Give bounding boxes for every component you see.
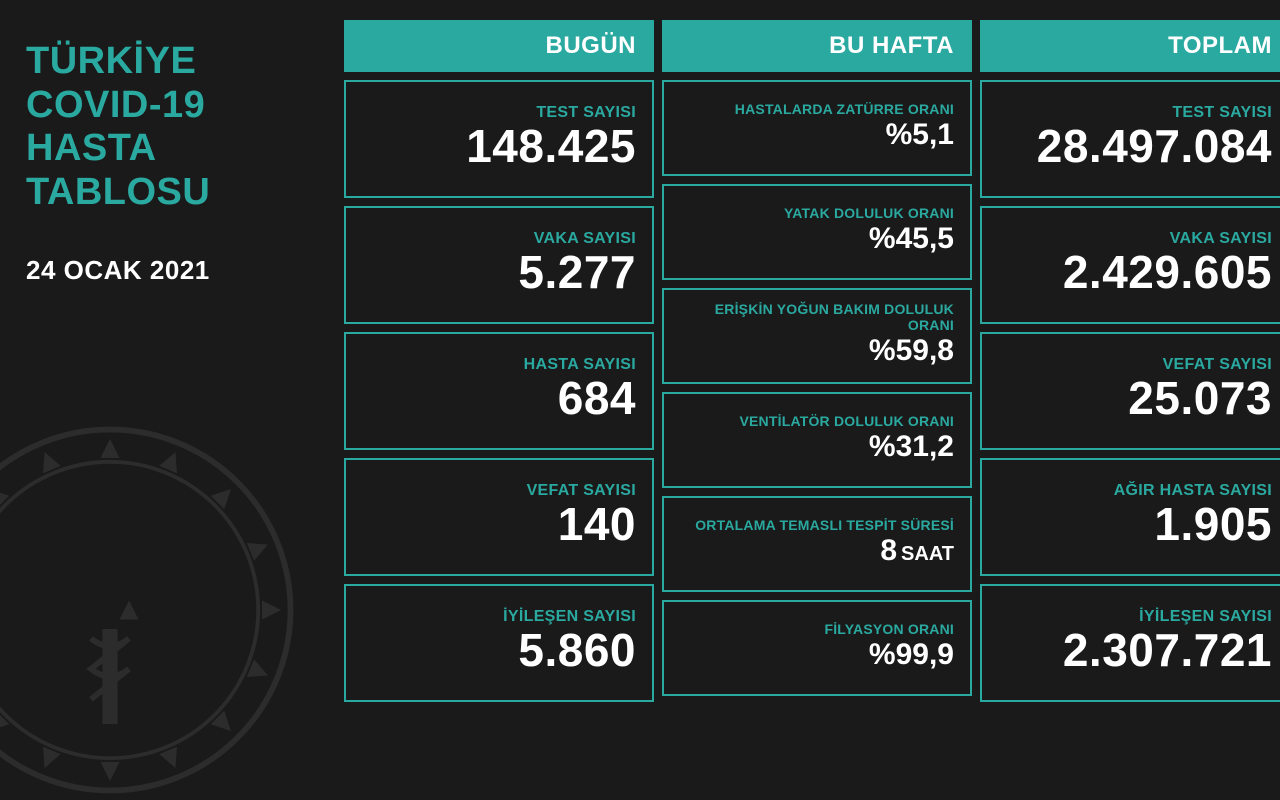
report-date: 24 OCAK 2021 (26, 255, 336, 286)
week-ventilator-cell: VENTİLATÖR DOLULUK ORANI %31,2 (662, 392, 972, 488)
total-deaths-cell: VEFAT SAYISI 25.073 (980, 332, 1280, 450)
stat-value: 684 (362, 374, 636, 422)
week-column: BU HAFTA HASTALARDA ZATÜRRE ORANI %5,1 Y… (662, 20, 972, 702)
today-deaths-cell: VEFAT SAYISI 140 (344, 458, 654, 576)
stat-value: 2.307.721 (998, 626, 1272, 674)
stat-label: HASTALARDA ZATÜRRE ORANI (680, 101, 954, 117)
today-cases-cell: VAKA SAYISI 5.277 (344, 206, 654, 324)
total-critical-cell: AĞIR HASTA SAYISI 1.905 (980, 458, 1280, 576)
today-recovered-cell: İYİLEŞEN SAYISI 5.860 (344, 584, 654, 702)
stat-value: 5.277 (362, 248, 636, 296)
today-column: BUGÜN TEST SAYISI 148.425 VAKA SAYISI 5.… (344, 20, 654, 702)
today-patients-cell: HASTA SAYISI 684 (344, 332, 654, 450)
stat-value: 148.425 (362, 122, 636, 170)
title-column: TÜRKİYE COVID-19 HASTA TABLOSU 24 OCAK 2… (16, 20, 336, 702)
stat-value: 2.429.605 (998, 248, 1272, 296)
stat-value: 5.860 (362, 626, 636, 674)
stat-value: %99,9 (680, 639, 954, 671)
title-line: TABLOSU (26, 171, 336, 215)
stat-value: 28.497.084 (998, 122, 1272, 170)
dashboard-grid: TÜRKİYE COVID-19 HASTA TABLOSU 24 OCAK 2… (0, 0, 1280, 720)
stat-value: %45,5 (680, 223, 954, 255)
today-tests-cell: TEST SAYISI 148.425 (344, 80, 654, 198)
stat-value: 25.073 (998, 374, 1272, 422)
title-line: HASTA (26, 127, 336, 171)
stat-value: %31,2 (680, 431, 954, 463)
week-header: BU HAFTA (662, 20, 972, 72)
week-icu-cell: ERİŞKİN YOĞUN BAKIM DOLULUK ORANI %59,8 (662, 288, 972, 384)
total-header: TOPLAM (980, 20, 1280, 72)
stat-value: %59,8 (680, 335, 954, 367)
stat-value: 140 (362, 500, 636, 548)
stat-label: FİLYASYON ORANI (680, 621, 954, 637)
stat-value: %5,1 (680, 119, 954, 151)
total-recovered-cell: İYİLEŞEN SAYISI 2.307.721 (980, 584, 1280, 702)
week-filiation-cell: FİLYASYON ORANI %99,9 (662, 600, 972, 696)
week-pneumonia-cell: HASTALARDA ZATÜRRE ORANI %5,1 (662, 80, 972, 176)
stat-label: ORTALAMA TEMASLI TESPİT SÜRESİ (680, 517, 954, 533)
stat-value: 8SAAT (680, 535, 954, 567)
total-column: TOPLAM TEST SAYISI 28.497.084 VAKA SAYIS… (980, 20, 1280, 702)
total-cases-cell: VAKA SAYISI 2.429.605 (980, 206, 1280, 324)
week-bed-cell: YATAK DOLULUK ORANI %45,5 (662, 184, 972, 280)
total-tests-cell: TEST SAYISI 28.497.084 (980, 80, 1280, 198)
stat-label: ERİŞKİN YOĞUN BAKIM DOLULUK ORANI (680, 301, 954, 333)
title-line: COVID-19 (26, 84, 336, 128)
today-header: BUGÜN (344, 20, 654, 72)
stat-value: 1.905 (998, 500, 1272, 548)
week-contact-cell: ORTALAMA TEMASLI TESPİT SÜRESİ 8SAAT (662, 496, 972, 592)
title-line: TÜRKİYE (26, 40, 336, 84)
stat-label: VENTİLATÖR DOLULUK ORANI (680, 413, 954, 429)
stat-label: YATAK DOLULUK ORANI (680, 205, 954, 221)
page-title: TÜRKİYE COVID-19 HASTA TABLOSU (26, 40, 336, 215)
